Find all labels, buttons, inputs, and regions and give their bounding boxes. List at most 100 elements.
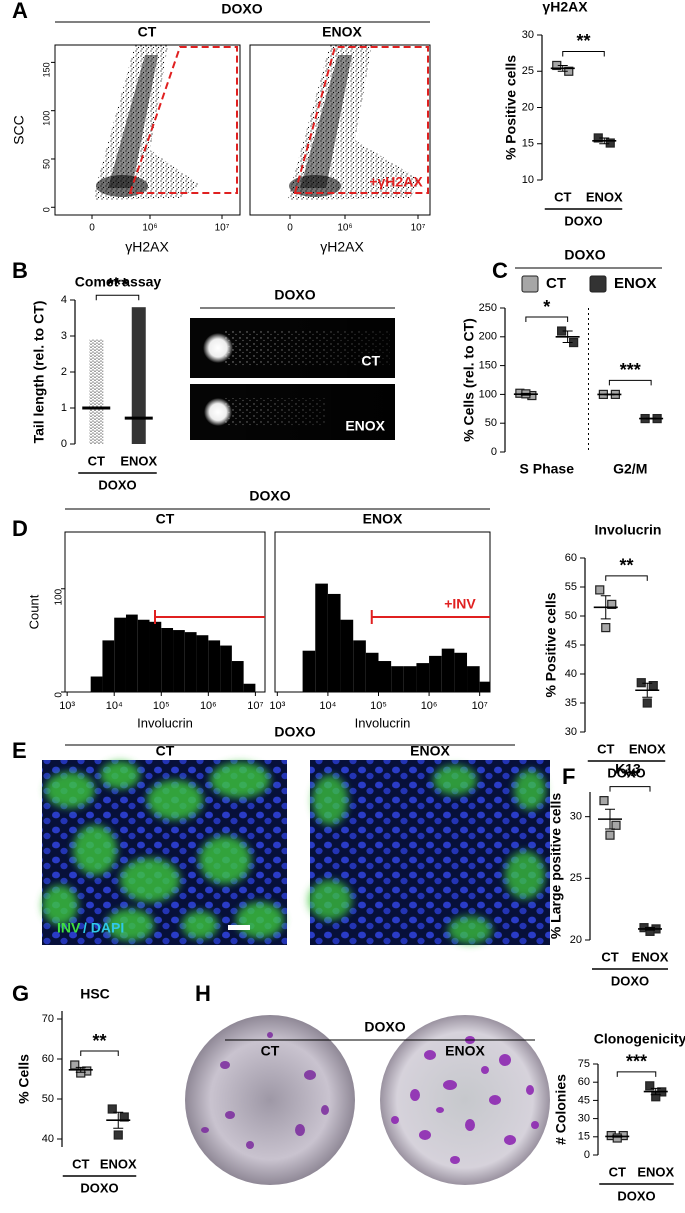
y-tick-label: 30 (570, 811, 582, 823)
histogram-bar (454, 652, 468, 692)
group-label: S Phase (520, 461, 575, 477)
panel-letter: G (12, 981, 29, 1006)
y-tick-label: 60 (578, 1076, 590, 1088)
y-axis-label: % Positive cells (543, 592, 559, 697)
y-tick-label: 2 (61, 366, 67, 378)
x-tick-label: CT (597, 741, 614, 756)
data-point (642, 698, 652, 708)
data-point (605, 138, 615, 148)
histogram-bar (302, 650, 316, 692)
error-bar (557, 64, 568, 72)
histogram-bar (149, 621, 162, 692)
legend-swatch (521, 275, 539, 293)
significance-bracket (605, 575, 648, 581)
histogram-bar (340, 619, 354, 692)
error-bar (599, 137, 610, 145)
subplot-title: ENOX (322, 24, 362, 40)
x-tick-label: ENOX (120, 453, 157, 468)
histogram-bar (125, 614, 138, 692)
subplot-title: CT (156, 511, 175, 527)
y-tick-label: 150 (41, 62, 51, 77)
subplot-title: ENOX (363, 511, 403, 527)
x-tick-label: 10⁴ (106, 700, 123, 712)
x-tick-label: 0 (89, 223, 95, 234)
x-tick-label: 10⁶ (200, 700, 217, 712)
y-tick-label: 25 (570, 872, 582, 884)
histogram-bar (365, 652, 379, 692)
y-axis-label: Count (26, 594, 41, 629)
significance: *** (107, 275, 128, 295)
y-axis-label: % Positive cells (503, 55, 519, 160)
error-bar (520, 392, 531, 396)
x-tick-label: CT (601, 949, 618, 964)
histogram-bar (220, 645, 232, 692)
data-point (119, 1112, 129, 1122)
error-bar (75, 1066, 86, 1073)
chart-title: K13 (615, 761, 641, 777)
chart-title: Clonogenicity (594, 1031, 685, 1047)
x-tick-label: ENOX (100, 1156, 137, 1171)
panel-letter: H (195, 981, 211, 1006)
group-label: DOXO (617, 1188, 655, 1203)
histogram-bar (196, 635, 209, 692)
chart-title: Comet assay (75, 274, 162, 290)
y-tick-label: 40 (565, 668, 577, 680)
group-label: DOXO (564, 213, 602, 228)
x-tick-label: 10⁷ (411, 223, 426, 234)
header: DOXO (221, 1, 262, 17)
error-bar (650, 1087, 661, 1096)
error-bar (113, 1111, 124, 1129)
x-axis-label: Involucrin (137, 715, 193, 730)
y-axis-label: # Colonies (553, 1074, 569, 1145)
significance-bracket (525, 316, 569, 323)
header: DOXO (564, 247, 605, 263)
y-tick-label: 50 (565, 610, 577, 622)
error-bar (645, 927, 655, 931)
histogram-bar (391, 666, 404, 692)
image-label: CT (361, 353, 380, 369)
significance: ** (576, 31, 590, 51)
group-label: DOXO (80, 1180, 118, 1195)
point-cloud (131, 307, 146, 444)
y-tick-label: 60 (42, 1053, 54, 1065)
x-tick-label: 10⁷ (247, 700, 263, 712)
chart-title: γH2AX (542, 0, 588, 15)
histogram-bar (429, 655, 442, 692)
histogram-bar (353, 640, 366, 692)
x-tick-label: 10³ (269, 700, 285, 712)
y-tick-label: 35 (565, 697, 577, 709)
histogram-bar (102, 640, 115, 692)
flow-plot-image (54, 44, 431, 216)
error-bar (605, 808, 615, 830)
y-tick-label: 45 (565, 639, 577, 651)
significance: ** (619, 556, 633, 576)
histogram-bar (416, 663, 430, 692)
histogram-bar (161, 628, 174, 692)
histogram-bar (114, 617, 126, 692)
panel-letter: A (12, 0, 28, 23)
x-tick-label: 10⁷ (215, 223, 230, 234)
plate-image (185, 1015, 550, 1185)
y-tick-label: 60 (565, 552, 577, 564)
image-label: CT (261, 1043, 280, 1059)
x-tick-label: 10⁴ (319, 700, 336, 712)
significance-bracket (608, 379, 652, 386)
stain-label: / DAPI (83, 920, 124, 936)
histogram-bar (327, 593, 341, 692)
error-bar (612, 1135, 623, 1138)
y-tick-label: 70 (42, 1013, 54, 1025)
data-point (605, 830, 615, 840)
y-tick-label: 0 (61, 438, 67, 450)
y-tick-label: 15 (578, 1131, 590, 1143)
image-label: ENOX (445, 1043, 485, 1059)
panel-letter: D (12, 516, 28, 541)
gate-label: +INV (444, 596, 476, 612)
x-tick-label: 10⁵ (370, 700, 387, 712)
x-axis-label: γH2AX (125, 239, 169, 255)
y-tick-label: 20 (522, 101, 534, 113)
y-tick-label: 100 (54, 588, 65, 605)
y-tick-label: 50 (41, 159, 51, 169)
y-tick-label: 100 (41, 111, 51, 126)
significance-bracket (95, 294, 140, 301)
header: DOXO (249, 488, 290, 504)
